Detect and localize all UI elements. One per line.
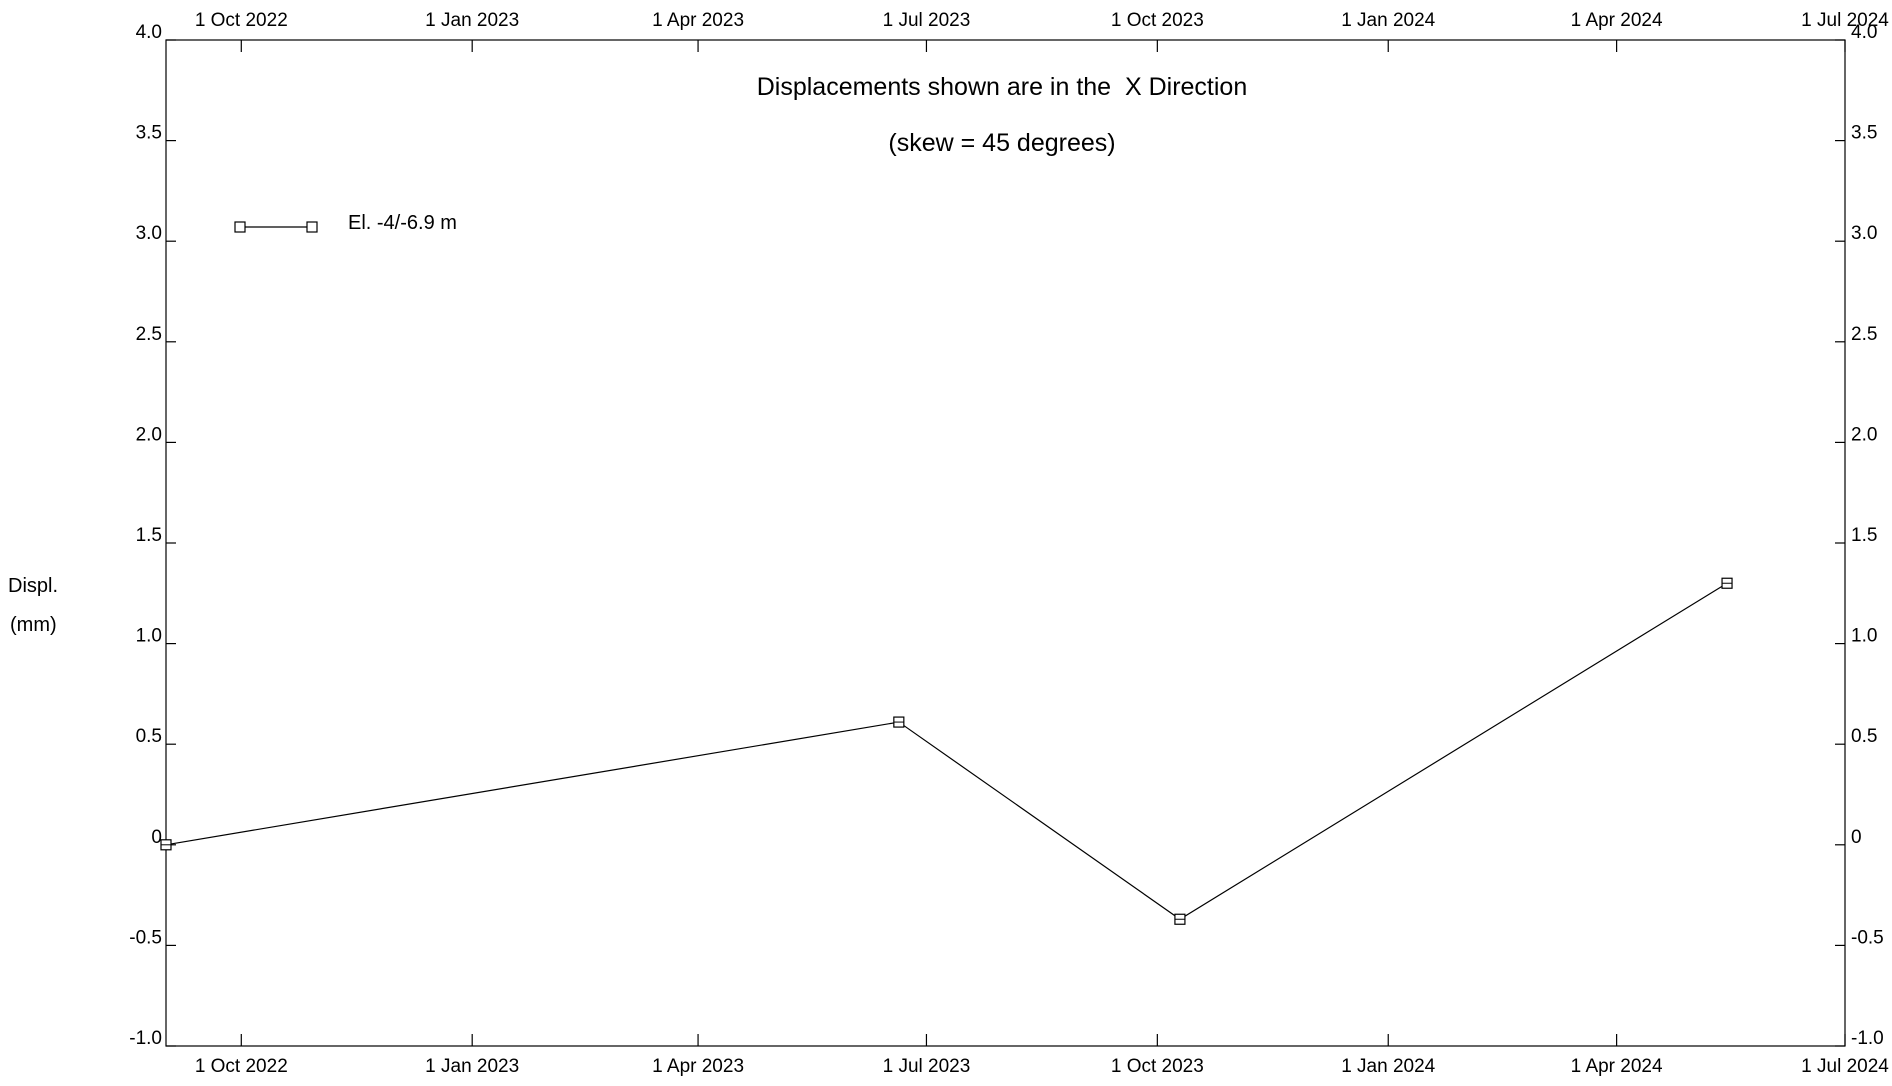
x-tick-label-bottom: 1 Apr 2024 <box>1571 1056 1663 1077</box>
x-tick-label-top: 1 Jan 2023 <box>425 10 519 31</box>
y-tick-label-right: 3.0 <box>1851 223 1877 244</box>
y-tick-label-right: -0.5 <box>1851 927 1884 948</box>
y-tick-label-left: 0 <box>151 827 162 848</box>
y-tick-label-right: 2.0 <box>1851 424 1877 445</box>
y-tick-label-right: 2.5 <box>1851 324 1877 345</box>
y-tick-label-left: 2.0 <box>136 424 162 445</box>
legend-marker-left <box>234 221 246 233</box>
x-tick-label-top: 1 Apr 2024 <box>1571 10 1663 31</box>
x-tick-label-top: 1 Jan 2024 <box>1341 10 1435 31</box>
y-tick-label-left: -0.5 <box>129 927 162 948</box>
x-tick-label-top: 1 Oct 2023 <box>1111 10 1204 31</box>
x-tick-label-bottom: 1 Apr 2023 <box>652 1056 744 1077</box>
legend-marker-right <box>306 221 318 233</box>
x-tick-label-bottom: 1 Jan 2023 <box>425 1056 519 1077</box>
y-tick-label-left: -1.0 <box>129 1028 162 1049</box>
x-tick-label-bottom: 1 Jan 2024 <box>1341 1056 1435 1077</box>
plot-area-frame <box>165 39 1846 1047</box>
x-tick-label-top: 1 Apr 2023 <box>652 10 744 31</box>
y-axis-label-line1: Displ. <box>8 575 58 597</box>
legend-label: El. -4/-6.9 m <box>348 212 457 234</box>
y-tick-label-right: 4.0 <box>1851 22 1877 43</box>
x-ticks-top: 1 Oct 2022 1 Jan 2023 1 Apr 2023 1 Jul 2023… <box>195 10 1889 52</box>
y-axis-label-line2: (mm) <box>10 614 57 636</box>
y-tick-label-right: 0 <box>1851 827 1862 848</box>
y-tick-label-right: 1.0 <box>1851 626 1877 647</box>
x-tick-label-top: 1 Jul 2023 <box>883 10 971 31</box>
x-tick-label-bottom: 1 Oct 2022 <box>195 1056 288 1077</box>
chart-subtitle: (skew = 45 degrees) <box>888 129 1115 157</box>
y-tick-label-left: 3.0 <box>136 223 162 244</box>
x-tick-label-top: 1 Oct 2022 <box>195 10 288 31</box>
y-tick-label-left: 1.0 <box>136 626 162 647</box>
y-ticks-left: 4.0 3.5 3.0 2.5 2.0 1.5 1.0 0.5 0 -0.5 -1.0 <box>129 22 176 1049</box>
y-tick-label-right: 1.5 <box>1851 525 1877 546</box>
x-tick-label-bottom: 1 Jul 2024 <box>1801 1056 1889 1077</box>
y-tick-label-left: 2.5 <box>136 324 162 345</box>
y-tick-label-right: 0.5 <box>1851 726 1877 747</box>
y-tick-label-left: 0.5 <box>136 726 162 747</box>
y-tick-label-left: 1.5 <box>136 525 162 546</box>
y-tick-label-left: 3.5 <box>136 123 162 144</box>
x-tick-label-top: 1 Jul 2024 <box>1801 10 1889 31</box>
series-layer <box>160 577 1733 925</box>
x-tick-label-bottom: 1 Oct 2023 <box>1111 1056 1204 1077</box>
chart-title: Displacements shown are in the X Directi… <box>757 73 1248 101</box>
y-ticks-right: 4.0 3.5 3.0 2.5 2.0 1.5 1.0 0.5 0 -0.5 -1.0 <box>1835 22 1884 1049</box>
x-ticks-bottom: 1 Oct 2022 1 Jan 2023 1 Apr 2023 1 Jul 2023… <box>195 1034 1889 1077</box>
x-tick-label-bottom: 1 Jul 2023 <box>883 1056 971 1077</box>
y-tick-label-right: 3.5 <box>1851 123 1877 144</box>
series-line <box>165 582 1728 920</box>
y-tick-label-right: -1.0 <box>1851 1028 1884 1049</box>
legend: El. -4/-6.9 m <box>234 212 457 234</box>
y-tick-label-left: 4.0 <box>136 22 162 43</box>
